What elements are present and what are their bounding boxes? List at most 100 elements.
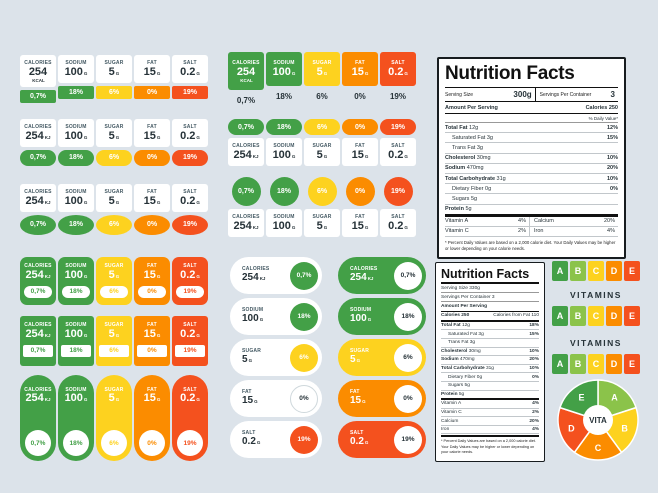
nutrient-percent: 0,7% bbox=[236, 96, 256, 106]
nutrient-value: 100G bbox=[272, 220, 296, 232]
nutrient-percent: 6% bbox=[290, 343, 318, 372]
nutrient-unit: G bbox=[323, 71, 328, 76]
nutrient-pill-sugar: SUGAR 5G 6% bbox=[338, 339, 426, 376]
nutrient-item-sodium: 18% SODIUM 100G bbox=[266, 177, 302, 237]
nf-vitamin-row: Vitamin A 4% Calcium 20% bbox=[445, 216, 618, 227]
nutrient-percent: 0% bbox=[394, 384, 422, 413]
nutrient-card: SALT 0.2G 19% bbox=[172, 257, 208, 305]
nf-nutrient: Sugars 5g bbox=[445, 196, 477, 202]
vita-pie-chart: A B C D E VITA bbox=[557, 379, 639, 461]
nutrient-percent: 0% bbox=[134, 149, 170, 166]
nf-nutrient: Iron bbox=[441, 427, 449, 432]
nutrient-unit: G bbox=[323, 154, 328, 159]
nutrient-percent: 19% bbox=[177, 430, 203, 456]
nutrient-card: SUGAR 5G 6% bbox=[96, 316, 132, 366]
nf-row-total-carbohydrate: Total Carbohydrate 31g 10% bbox=[445, 174, 618, 185]
nf-nutrient-percent: 15% bbox=[529, 331, 539, 337]
nutrient-percent: 0% bbox=[290, 384, 318, 413]
nutrient-percent: 19% bbox=[172, 149, 208, 166]
nutrition-facts-panel-small: Nutrition Facts Serving Size 330g Servin… bbox=[435, 262, 545, 462]
nutrient-pill-salt: SALT 0.2G 19% bbox=[230, 421, 322, 458]
nf-nutrient-name: Dietary Fiber bbox=[448, 374, 476, 380]
nutrient-name: CALORIES bbox=[24, 60, 52, 66]
nf-nutrient-amount: 470mg bbox=[458, 357, 475, 363]
nf-nutrient: Total Fat 12g bbox=[441, 323, 470, 328]
nf-nutrient-name: Trans Fat bbox=[448, 340, 469, 346]
nutrient-name: SUGAR bbox=[104, 189, 124, 195]
nutrient-percent: 0% bbox=[139, 430, 165, 456]
nutrient-name: SALT bbox=[183, 60, 197, 66]
nutrient-name: FAT bbox=[355, 143, 365, 149]
nutrient-unit: G bbox=[196, 333, 200, 338]
nf-small-calories-row: Calories 250 Calories from Fat 110 bbox=[441, 312, 539, 322]
nutrient-unit: KJ bbox=[259, 276, 266, 282]
vitamin-letter-d: D bbox=[606, 261, 622, 281]
nutrient-value: 15G bbox=[143, 269, 161, 281]
nf-nutrient: Protein 5g bbox=[445, 206, 472, 212]
nutrient-item-salt: SALT 0.2G 19% bbox=[172, 375, 208, 461]
nutrient-name: SUGAR bbox=[350, 348, 370, 355]
nutrient-unit: KJ bbox=[44, 333, 51, 338]
nutrient-value: 254KJ bbox=[242, 272, 266, 284]
nutrient-value: 0.2G bbox=[388, 66, 408, 78]
nf-nutrient-percent: 20% bbox=[529, 418, 539, 424]
nutrient-label-card: SUGAR 5G bbox=[304, 52, 340, 86]
nf-nutrient-name: Vitamin C bbox=[441, 409, 462, 415]
nf-nutrient-amount: 12g bbox=[460, 323, 470, 329]
vitamin-letter-c: C bbox=[588, 306, 604, 326]
amount-per-serving-label: Amount Per Serving bbox=[445, 104, 498, 111]
nf-row-cholesterol: Cholesterol 30mg 10% bbox=[445, 154, 618, 164]
nutrient-name: SODIUM bbox=[65, 387, 87, 393]
nutrient-item-fat: FAT 15G 0% bbox=[134, 55, 170, 103]
serving-size-label: Serving Size bbox=[445, 91, 474, 98]
nutrient-label-card: SODIUM 100G bbox=[266, 209, 302, 237]
nutrient-item-fat: FAT 15G 0% bbox=[134, 375, 170, 461]
nutrient-name: SUGAR bbox=[242, 348, 262, 355]
nf-small-nutrient-rows: Total Fat 12g 18% Saturated Fat 3g 15% Trans… bbox=[441, 322, 539, 435]
nf-vitamin-name: Vitamin C bbox=[445, 228, 469, 235]
nutrient-name: SALT bbox=[391, 214, 405, 220]
nutrient-pill-sodium: SODIUM 100G 18% bbox=[338, 298, 426, 335]
nf-nutrient-name: Cholesterol bbox=[441, 348, 468, 354]
nf-vitamin-percent: 20% bbox=[603, 218, 615, 225]
nutrient-percent: 6% bbox=[316, 91, 328, 101]
nutrient-value: 254KJ bbox=[25, 195, 51, 207]
nf-nutrient-percent: 18% bbox=[529, 323, 539, 329]
nf-nutrient: Trans Fat 3g bbox=[441, 340, 475, 345]
nutrient-unit: G bbox=[196, 274, 200, 279]
nutrient-unit: G bbox=[254, 399, 258, 405]
nf-small-amount-label: Amount Per Serving bbox=[441, 302, 539, 312]
nf-nutrient: Sugars 5g bbox=[441, 383, 470, 388]
nutrient-text: CALORIES 254KJ bbox=[230, 267, 290, 283]
nutrient-percent: 0,7% bbox=[228, 119, 264, 135]
nutrient-name: SODIUM bbox=[65, 189, 87, 195]
nutrient-unit: G bbox=[367, 317, 372, 323]
nutrient-unit: G bbox=[115, 274, 120, 279]
nf-nutrient-percent: 4% bbox=[532, 427, 539, 433]
nutrient-value: 254KJ bbox=[25, 392, 51, 404]
nutrient-value: 15G bbox=[143, 392, 161, 404]
nf-nutrient: Dietary Fiber 0g bbox=[441, 375, 482, 380]
nutrient-item-sugar: SUGAR 5G 6% bbox=[96, 375, 132, 461]
nutrient-text: FAT 15G bbox=[230, 390, 290, 406]
nutrient-name: SALT bbox=[183, 263, 197, 269]
nutrient-item-sugar: SUGAR 5G 6% bbox=[96, 257, 132, 305]
nf-nutrient: Total Fat 12g bbox=[445, 125, 478, 131]
nf-large-amount-row: Amount Per Serving Calories 250 bbox=[445, 102, 618, 114]
nf-row-sugars: Sugars 5g bbox=[441, 382, 539, 391]
nf-small-footnote: * Percent Daily Values are based on a 2,… bbox=[441, 435, 539, 455]
nf-nutrient-amount: 5g bbox=[469, 195, 478, 202]
nutrient-card: SALT 0.2G 19% bbox=[172, 375, 208, 461]
nutrient-unit: G bbox=[115, 333, 120, 338]
nutrient-name: SUGAR bbox=[312, 214, 332, 220]
nutrient-percent: 6% bbox=[100, 285, 128, 298]
nutrient-unit: G bbox=[364, 71, 369, 76]
vitamin-letter-e: E bbox=[624, 354, 640, 374]
nutrient-percent: 18% bbox=[290, 302, 318, 331]
nutrient-item-salt: SALT 0.2G 19% bbox=[172, 119, 208, 166]
nutrient-value: 15G bbox=[350, 395, 366, 407]
nutrient-name: CALORIES bbox=[24, 189, 52, 195]
nf-nutrient-amount: 12g bbox=[467, 124, 479, 131]
nutrient-value: 5G bbox=[108, 66, 120, 78]
